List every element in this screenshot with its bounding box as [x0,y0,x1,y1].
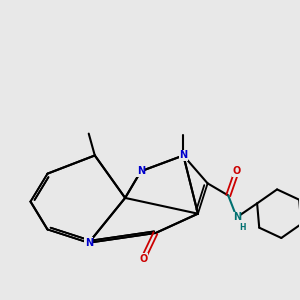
Text: H: H [239,223,245,232]
Text: N: N [85,238,93,248]
Text: N: N [233,212,241,222]
Text: N: N [137,166,145,176]
Text: N: N [179,151,188,160]
Text: O: O [139,254,148,264]
Text: O: O [232,166,241,176]
